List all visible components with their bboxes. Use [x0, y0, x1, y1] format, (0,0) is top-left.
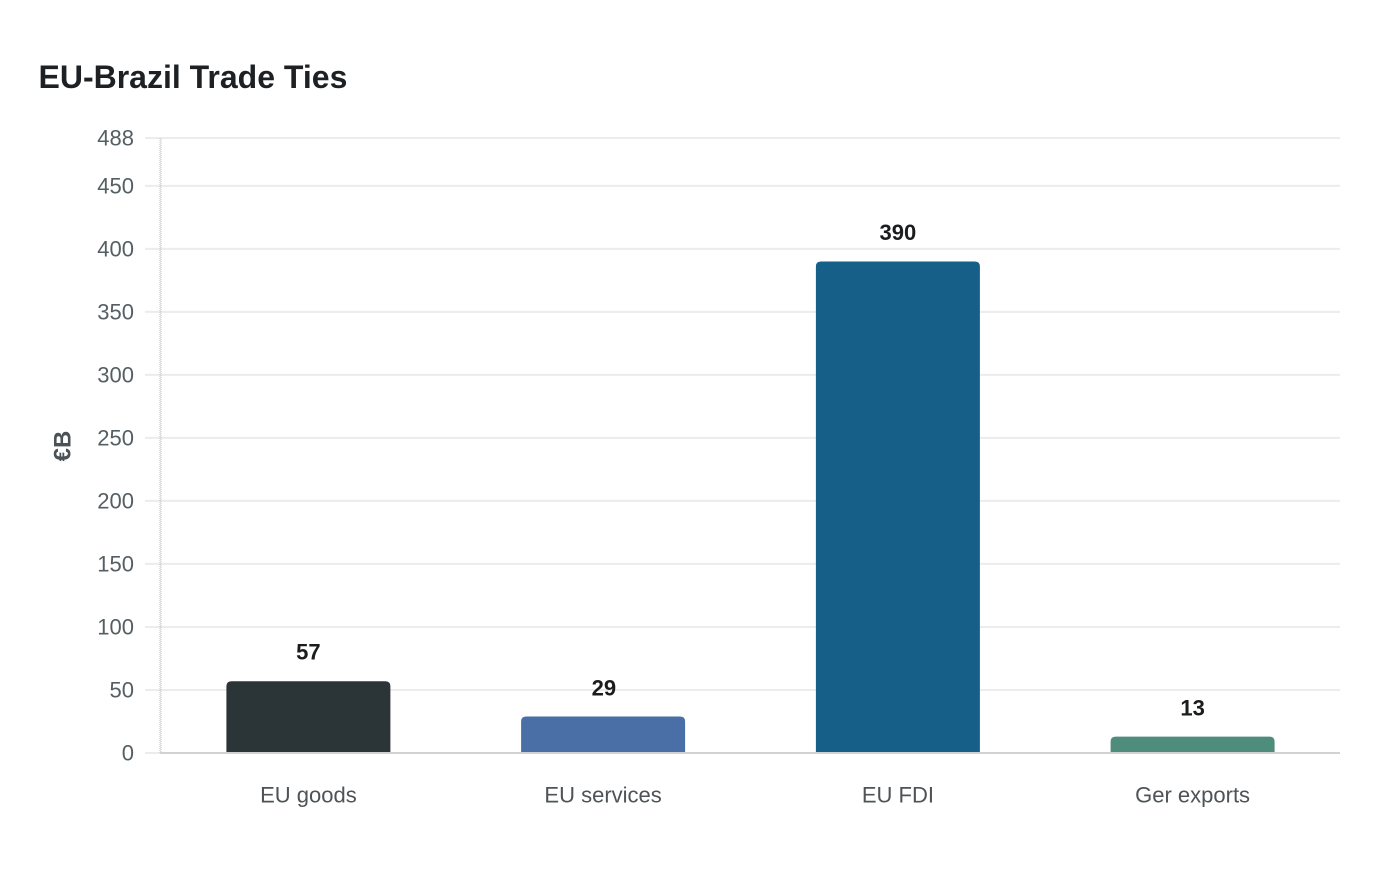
svg-text:29: 29 [592, 676, 616, 701]
svg-text:13: 13 [1180, 695, 1204, 720]
svg-text:0: 0 [122, 741, 134, 766]
svg-text:300: 300 [97, 363, 134, 388]
svg-text:Ger exports: Ger exports [1135, 783, 1250, 808]
svg-text:100: 100 [97, 615, 134, 640]
svg-text:EU FDI: EU FDI [862, 783, 934, 808]
svg-text:57: 57 [296, 640, 320, 665]
svg-text:€B: €B [49, 431, 76, 462]
svg-text:450: 450 [97, 174, 134, 199]
svg-text:EU goods: EU goods [260, 783, 357, 808]
svg-text:400: 400 [97, 237, 134, 262]
svg-text:488: 488 [97, 126, 134, 151]
svg-text:150: 150 [97, 552, 134, 577]
svg-text:200: 200 [97, 489, 134, 514]
svg-text:350: 350 [97, 300, 134, 325]
svg-text:390: 390 [880, 220, 917, 245]
svg-text:250: 250 [97, 426, 134, 451]
svg-text:EU-Brazil Trade Ties: EU-Brazil Trade Ties [39, 59, 348, 95]
svg-text:EU services: EU services [544, 783, 661, 808]
svg-text:50: 50 [110, 678, 134, 703]
